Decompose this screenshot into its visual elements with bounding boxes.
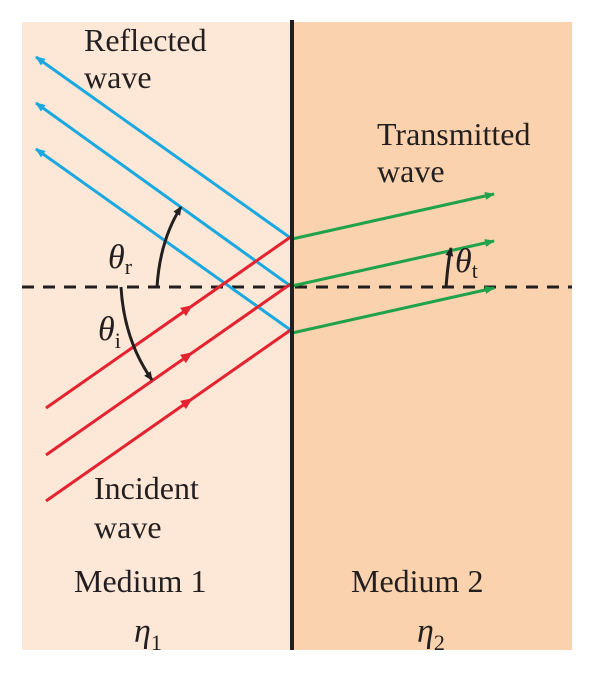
incident-ray-2: [45, 281, 293, 457]
incident-arrowhead-3: [180, 398, 193, 410]
reflected-ray-3: [35, 147, 293, 333]
medium-2-region: [292, 22, 572, 650]
incident-ray-1: [45, 234, 293, 410]
transmitted-label-line2: wave: [377, 153, 445, 189]
reflected-label-line1: Reflected: [84, 22, 207, 58]
theta-t-arc: [444, 247, 454, 288]
theta-i-label: θi: [98, 311, 121, 353]
reflected-ray-1: [35, 55, 293, 241]
transmitted-ray-3: [291, 286, 495, 335]
theta-i-arc: [119, 286, 154, 381]
transmitted-ray-1: [291, 192, 495, 241]
transmitted-ray-2: [291, 239, 495, 288]
transmitted-label-line1: Transmitted: [377, 116, 531, 152]
transmitted-rays: [291, 192, 495, 335]
reflected-label-line2: wave: [84, 59, 152, 95]
eta-2-label: η2: [417, 613, 445, 655]
incident-label-line1: Incident: [94, 470, 199, 506]
reflected-ray-2: [35, 101, 293, 289]
eta-1-label: η1: [134, 613, 162, 655]
incident-ray-arrowheads: [180, 305, 193, 410]
reflected-rays: [35, 55, 293, 333]
incident-arrowhead-2: [180, 352, 193, 364]
incident-ray-3: [45, 327, 293, 503]
incident-label-line2: wave: [94, 509, 162, 545]
theta-r-arc: [155, 206, 183, 288]
theta-t-label: θt: [455, 243, 478, 283]
incident-arrowhead-1: [180, 305, 193, 317]
medium-1-region: [22, 22, 292, 650]
medium-1-label: Medium 1: [74, 563, 206, 599]
theta-r-label: θr: [108, 239, 133, 279]
medium-2-label: Medium 2: [351, 563, 483, 599]
incident-rays: [45, 234, 293, 503]
